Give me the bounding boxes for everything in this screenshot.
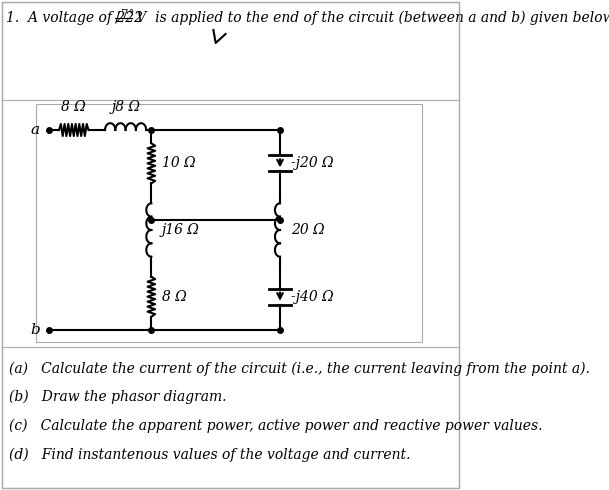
Text: -j40 Ω: -j40 Ω xyxy=(290,290,333,304)
Bar xyxy=(1,2,459,100)
Text: j8 Ω: j8 Ω xyxy=(111,100,140,114)
Text: 1.  A voltage of 222: 1. A voltage of 222 xyxy=(6,11,143,25)
Text: V  is applied to the end of the circuit (between a and b) given below.: V is applied to the end of the circuit (… xyxy=(132,11,609,25)
Bar xyxy=(1,347,459,488)
Text: a: a xyxy=(31,123,40,137)
Text: 20 Ω: 20 Ω xyxy=(290,223,324,237)
Text: /: / xyxy=(115,11,120,25)
Text: (a)   Calculate the current of the circuit (i.e., the current leaving from the p: (a) Calculate the current of the circuit… xyxy=(9,362,590,376)
Bar xyxy=(37,104,422,342)
Text: 10 Ω: 10 Ω xyxy=(162,156,195,171)
Text: 8 Ω: 8 Ω xyxy=(62,100,86,114)
Text: b: b xyxy=(30,323,40,337)
Text: -j20 Ω: -j20 Ω xyxy=(290,156,333,171)
Text: (c)   Calculate the apparent power, active power and reactive power values.: (c) Calculate the apparent power, active… xyxy=(9,419,543,433)
Text: j16 Ω: j16 Ω xyxy=(162,223,200,237)
Text: (d)   Find instantenous values of the voltage and current.: (d) Find instantenous values of the volt… xyxy=(9,448,410,463)
Text: (b)   Draw the phasor diagram.: (b) Draw the phasor diagram. xyxy=(9,390,227,404)
Text: 7°: 7° xyxy=(121,9,135,22)
Text: 8 Ω: 8 Ω xyxy=(162,290,187,304)
